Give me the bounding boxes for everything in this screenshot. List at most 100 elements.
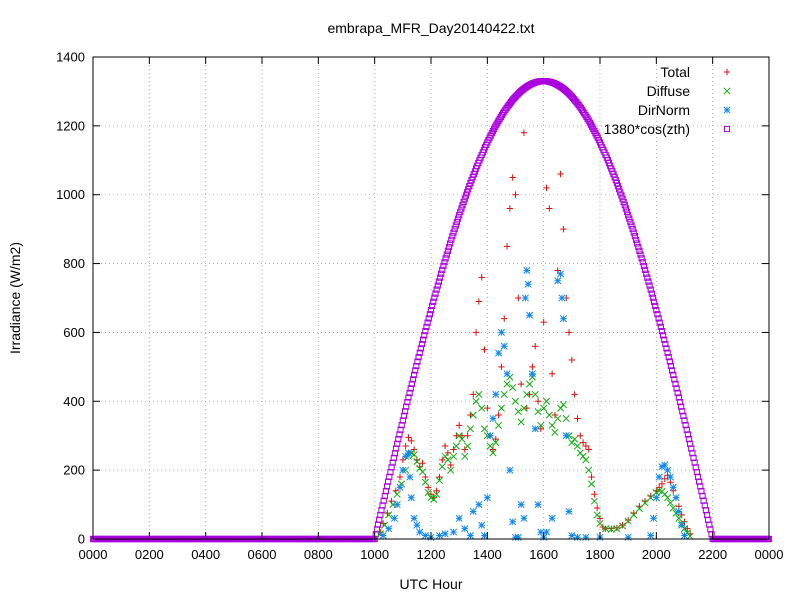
data-point — [416, 528, 424, 536]
data-point — [399, 417, 406, 424]
data-point — [658, 328, 666, 335]
data-point — [394, 440, 401, 447]
data-point — [621, 202, 628, 209]
x-tick-label: 1600 — [529, 547, 558, 562]
data-point — [458, 205, 465, 212]
data-point — [447, 240, 454, 247]
data-point — [542, 397, 551, 405]
data-point — [480, 532, 489, 540]
legend-label-total: Total — [660, 64, 690, 80]
data-point — [634, 240, 641, 247]
data-point — [666, 358, 673, 365]
data-point — [520, 404, 528, 412]
data-point — [671, 376, 678, 383]
data-point — [433, 286, 440, 293]
data-point — [675, 514, 683, 522]
data-point — [617, 189, 624, 196]
data-point — [622, 205, 630, 212]
data-point — [676, 398, 684, 406]
data-point — [559, 315, 567, 323]
data-point — [649, 294, 657, 301]
data-point — [596, 519, 604, 528]
data-point — [454, 215, 462, 222]
data-point — [641, 266, 649, 273]
data-point — [393, 501, 401, 509]
data-point — [565, 507, 573, 516]
data-point — [631, 233, 639, 240]
data-point — [526, 311, 534, 319]
data-point — [664, 494, 672, 502]
data-point — [675, 394, 682, 401]
y-tick-label: 600 — [63, 325, 85, 340]
data-point — [682, 422, 689, 429]
data-point — [408, 380, 415, 387]
data-point — [650, 298, 658, 305]
data-point — [670, 371, 677, 379]
data-point — [401, 408, 409, 415]
data-point — [447, 466, 455, 474]
data-point — [531, 390, 539, 398]
data-point — [593, 511, 601, 519]
data-point — [455, 514, 463, 522]
data-point — [666, 473, 674, 481]
data-point — [435, 278, 442, 285]
legend-label-dirnorm: DirNorm — [638, 102, 690, 118]
data-point — [629, 225, 636, 233]
data-point — [421, 332, 428, 339]
data-point — [630, 229, 637, 236]
data-point — [517, 418, 525, 426]
data-point — [571, 435, 579, 443]
data-point — [666, 499, 674, 507]
data-point — [618, 522, 627, 530]
data-point — [422, 328, 429, 335]
data-point — [449, 452, 458, 460]
data-point — [557, 270, 565, 278]
data-point — [475, 390, 483, 398]
data-point — [661, 461, 669, 469]
data-point — [398, 422, 405, 429]
data-point — [680, 412, 687, 419]
data-point — [590, 497, 598, 505]
data-point — [380, 521, 389, 529]
data-point — [390, 514, 398, 522]
data-point — [528, 373, 536, 381]
data-point — [542, 528, 551, 536]
data-point — [418, 468, 427, 476]
data-point — [509, 518, 517, 526]
data-point — [532, 343, 539, 350]
data-point — [441, 530, 449, 538]
legend-marker — [723, 87, 731, 95]
data-point — [506, 205, 514, 212]
data-point — [406, 473, 414, 481]
data-point — [562, 414, 570, 423]
data-point — [514, 408, 522, 416]
data-point — [413, 362, 420, 370]
data-point — [667, 362, 675, 370]
legend-marker — [723, 68, 731, 76]
data-point — [647, 494, 655, 502]
data-point — [613, 525, 621, 533]
data-point — [678, 403, 685, 410]
data-point — [430, 495, 438, 503]
data-point — [426, 311, 433, 318]
data-point — [638, 255, 645, 262]
data-point — [540, 404, 548, 412]
legend-marker — [723, 125, 731, 133]
data-point — [506, 466, 514, 474]
data-point — [472, 397, 480, 405]
data-point — [639, 259, 646, 266]
data-point — [413, 521, 421, 529]
data-point — [416, 349, 423, 356]
data-point — [495, 411, 502, 419]
data-point — [449, 233, 456, 240]
data-point — [503, 243, 511, 250]
data-point — [652, 302, 659, 310]
data-point — [450, 229, 457, 236]
data-point — [573, 533, 582, 541]
data-point — [684, 431, 691, 438]
data-point — [548, 514, 556, 522]
data-point — [443, 251, 450, 258]
data-point — [675, 507, 683, 516]
data-point — [582, 456, 590, 464]
data-point — [616, 186, 623, 193]
